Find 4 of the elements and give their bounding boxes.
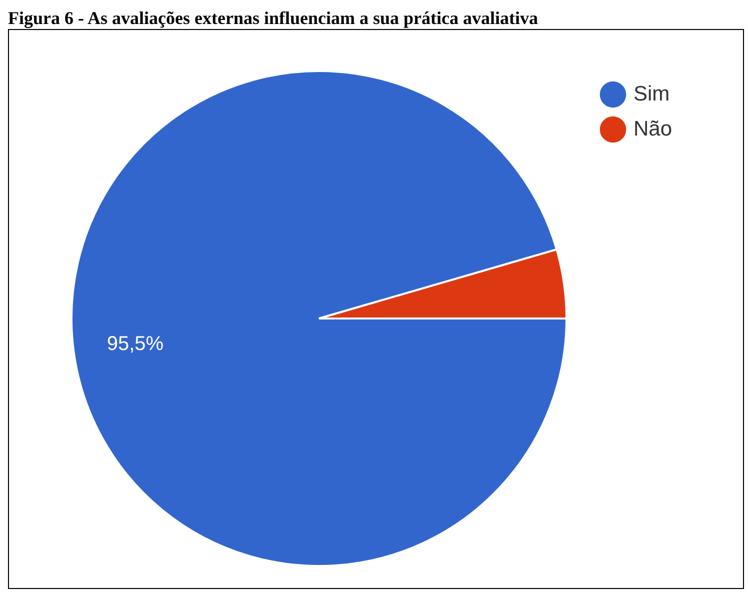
legend-label: Sim: [633, 82, 670, 106]
legend-label: Não: [633, 117, 672, 140]
chart-title: Figura 6 - As avaliações externas influenciam a sua prática avaliativa: [8, 8, 539, 29]
data-label: 95,5%: [106, 333, 164, 356]
